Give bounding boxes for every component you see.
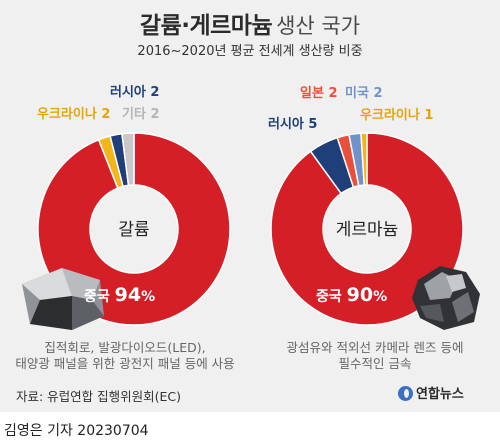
germanium-slice-4 xyxy=(360,132,368,186)
gallium-center-label: 갈륨 xyxy=(118,220,149,240)
footer-strip xyxy=(0,412,500,444)
germanium-slice-label-1: 러시아 5 xyxy=(268,116,317,132)
germanium-slice-label-3: 미국 2 xyxy=(345,85,383,101)
germanium-slice-label-4: 우크라이나 1 xyxy=(360,107,433,123)
gallium-caption-line-2: 태양광 패널을 위한 광전지 패널 등에 사용 xyxy=(15,356,235,371)
germanium-caption-line-2: 필수적인 금속 xyxy=(338,356,412,371)
germanium-main-label: 중국 90% xyxy=(316,284,387,306)
source-note: 자료: 유럽연합 집행위원회(EC) xyxy=(16,389,182,404)
germanium-caption-line-1: 광섬유와 적외선 카메라 렌즈 등에 xyxy=(286,340,464,355)
gallium-slice-label-1: 우크라이나 2 xyxy=(37,106,110,122)
gallium-slice-label-2: 러시아 2 xyxy=(110,84,159,100)
logo-text: 연합뉴스 xyxy=(416,387,464,402)
germanium-metal-image xyxy=(412,266,480,330)
germanium-slice-label-2: 일본 2 xyxy=(300,86,338,101)
chart-subtitle: 2016~2020년 평균 전세계 생산량 비중 xyxy=(137,44,363,59)
germanium-slice-0 xyxy=(270,132,464,326)
germanium-caption: 광섬유와 적외선 카메라 렌즈 등에 필수적인 금속 xyxy=(250,340,500,372)
title-bold: 갈륨·게르마늄 xyxy=(139,13,273,39)
gallium-main-label: 중국 94% xyxy=(84,284,155,306)
page-title: 갈륨·게르마늄 생산 국가 xyxy=(0,6,500,40)
gallium-caption-line-1: 집적회로, 발광다이오드(LED), xyxy=(44,340,206,355)
yonhap-logo-icon xyxy=(398,386,413,401)
gallium-slice-3 xyxy=(121,132,135,187)
gallium-slice-label-3: 기타 2 xyxy=(122,106,160,122)
gallium-metal-image xyxy=(22,268,104,330)
gallium-caption: 집적회로, 발광다이오드(LED), 태양광 패널을 위한 광전지 패널 등에 … xyxy=(0,340,250,372)
byline: 김영은 기자 20230704 xyxy=(4,423,149,439)
title-light: 생산 국가 xyxy=(276,14,361,38)
germanium-center-label: 게르마늄 xyxy=(336,220,399,240)
yonhap-logo: 연합뉴스 xyxy=(398,383,464,402)
